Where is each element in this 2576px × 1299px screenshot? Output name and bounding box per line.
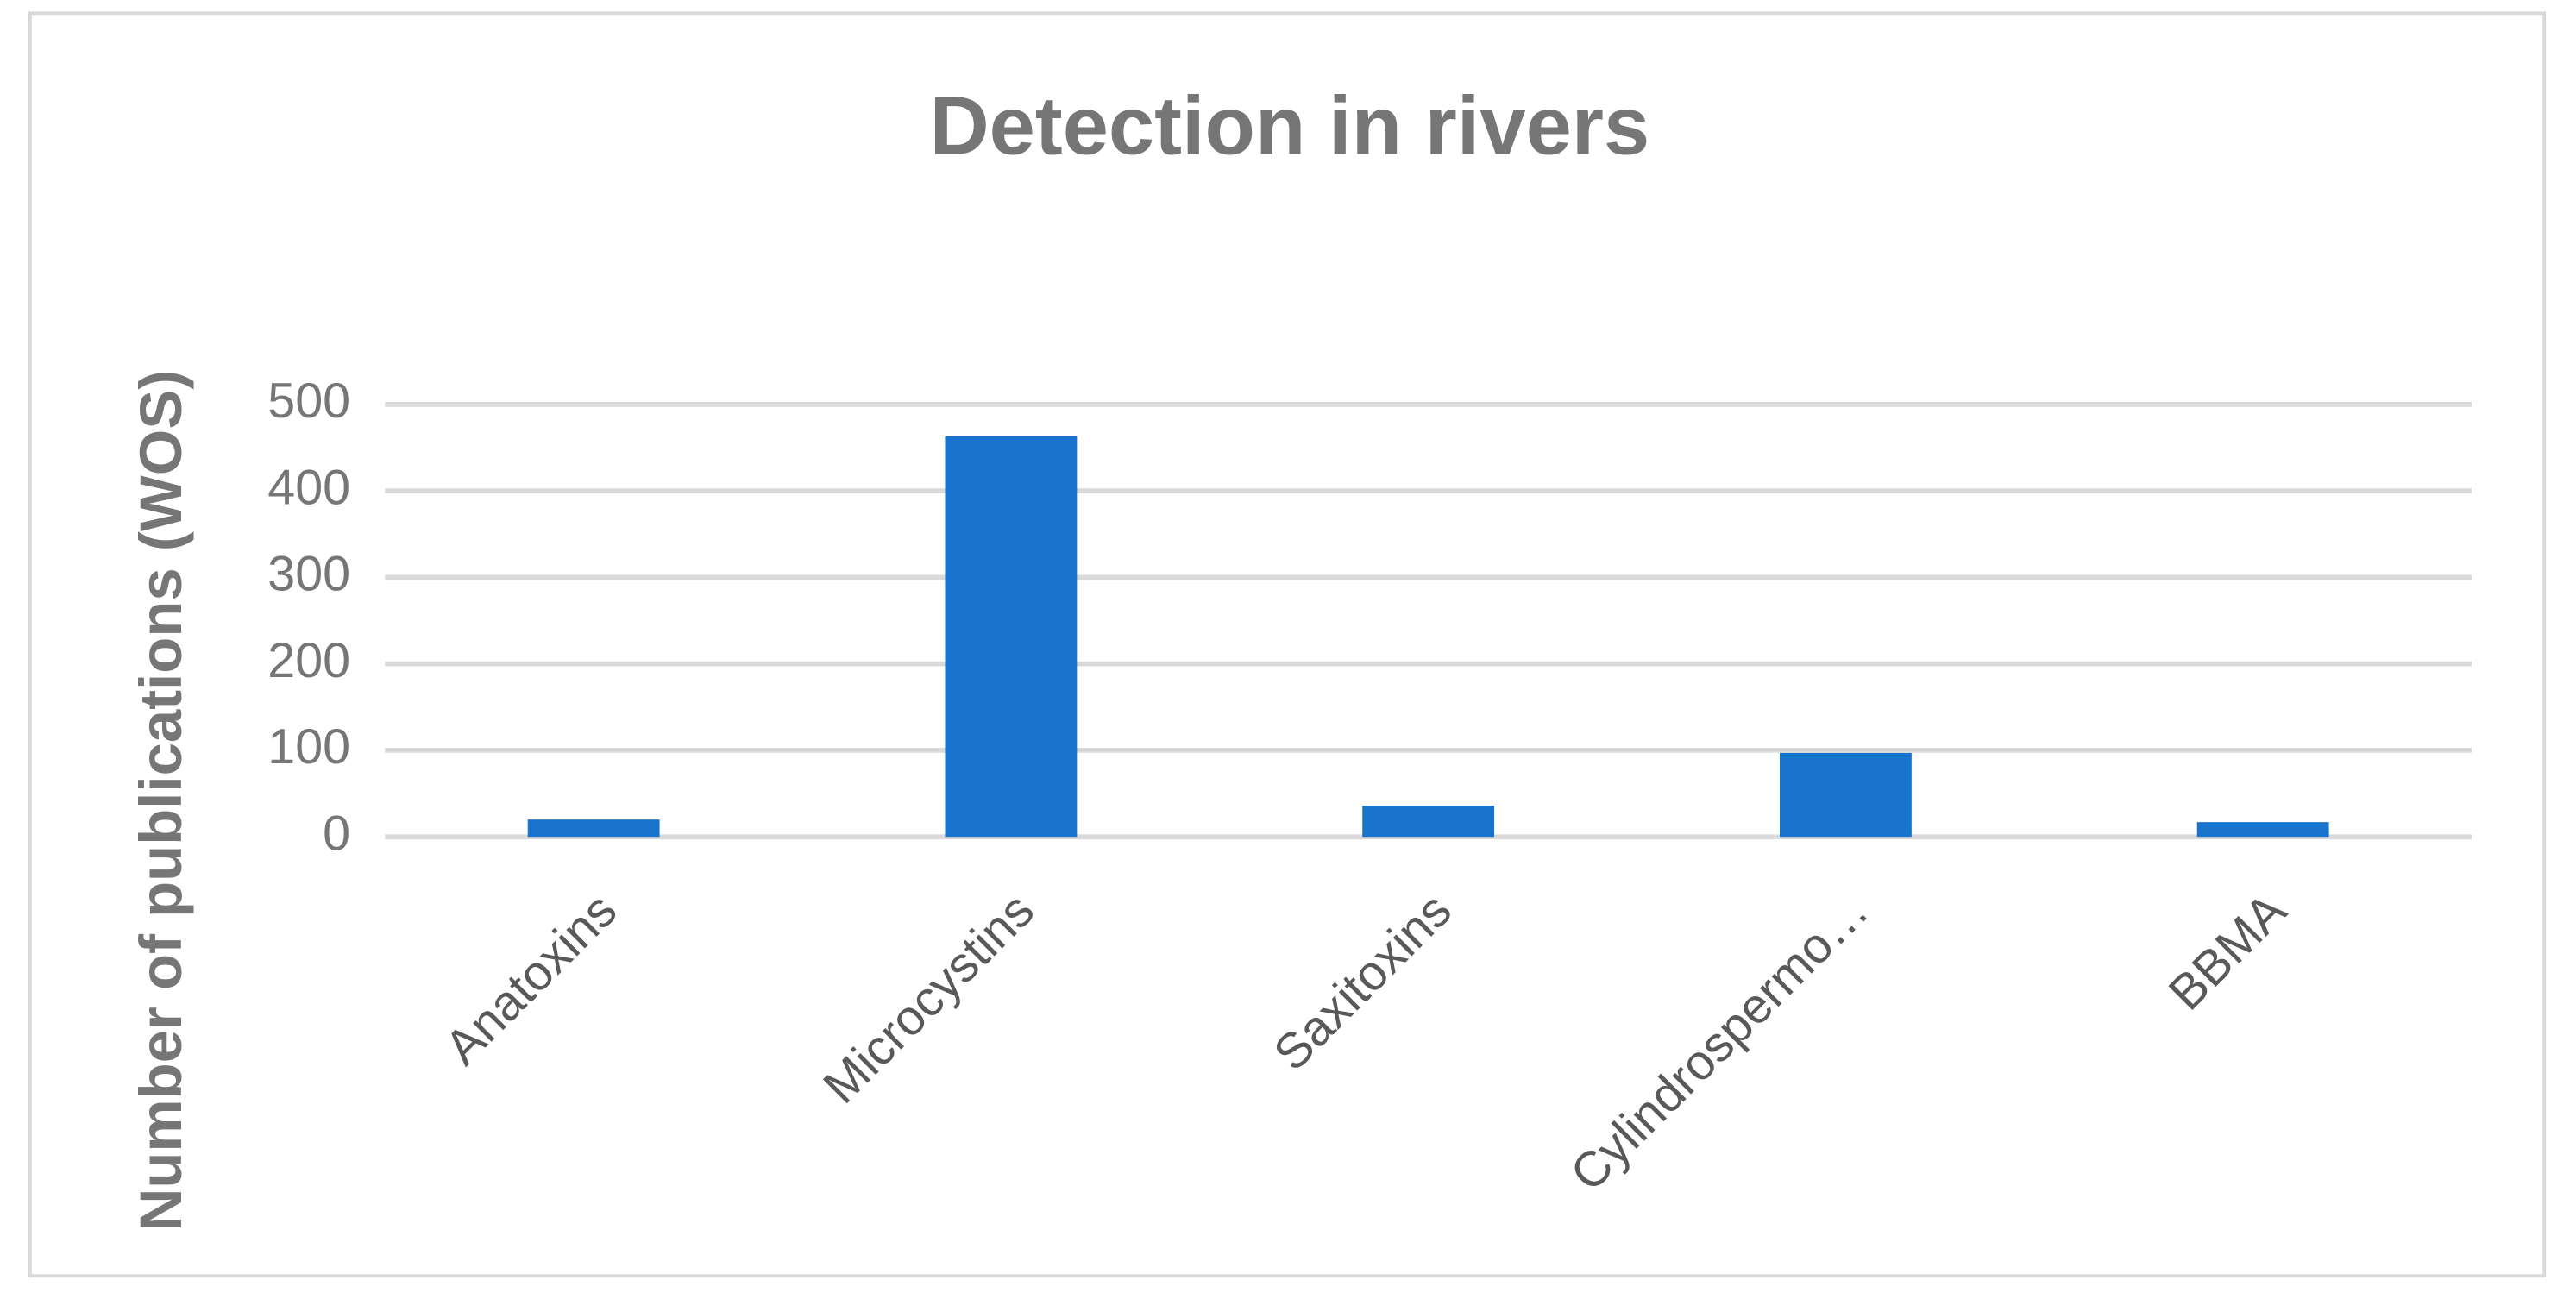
y-tick-label: 400: [267, 460, 350, 515]
chart-title: Detection in rivers: [930, 79, 1650, 172]
bar: [2196, 822, 2329, 838]
bar: [1779, 752, 1912, 838]
y-tick-label: 100: [267, 719, 350, 775]
y-axis-label: Number of publications (WOS): [128, 370, 194, 1232]
bar: [1362, 806, 1495, 838]
chart-border: [28, 11, 2547, 1278]
bar: [945, 436, 1078, 838]
bar: [527, 819, 660, 838]
y-tick-label: 500: [267, 373, 350, 429]
y-tick-label: 0: [323, 806, 350, 861]
y-tick-label: 300: [267, 547, 350, 602]
y-tick-label: 200: [267, 633, 350, 688]
